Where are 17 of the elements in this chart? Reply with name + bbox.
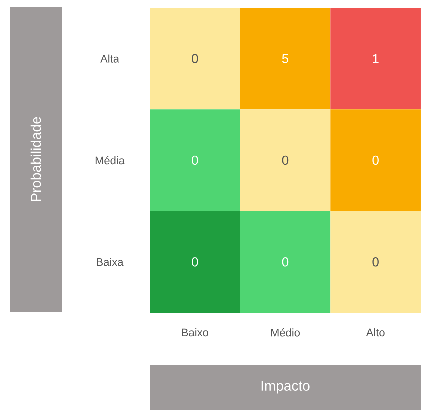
y-tick-label: Média (96, 156, 125, 165)
y-tick-label: Baixa (97, 258, 124, 266)
data-label: 0 (282, 156, 289, 166)
y-axis-title: Probabilidade (30, 117, 42, 202)
x-tick-label: Médio (271, 328, 300, 337)
data-label: 0 (192, 156, 198, 166)
x-tick-label: Alto (366, 328, 385, 337)
x-axis-title: Impacto (262, 381, 310, 394)
data-label: 5 (282, 54, 289, 64)
data-label: 0 (192, 258, 198, 267)
x-tick-label: Baixo (182, 328, 208, 337)
data-label: 0 (372, 156, 379, 166)
data-label: 0 (192, 54, 198, 64)
data-label: 0 (372, 258, 379, 267)
data-label: 0 (282, 258, 289, 267)
y-tick-label: Alta (100, 54, 120, 63)
data-label: 1 (373, 54, 379, 64)
